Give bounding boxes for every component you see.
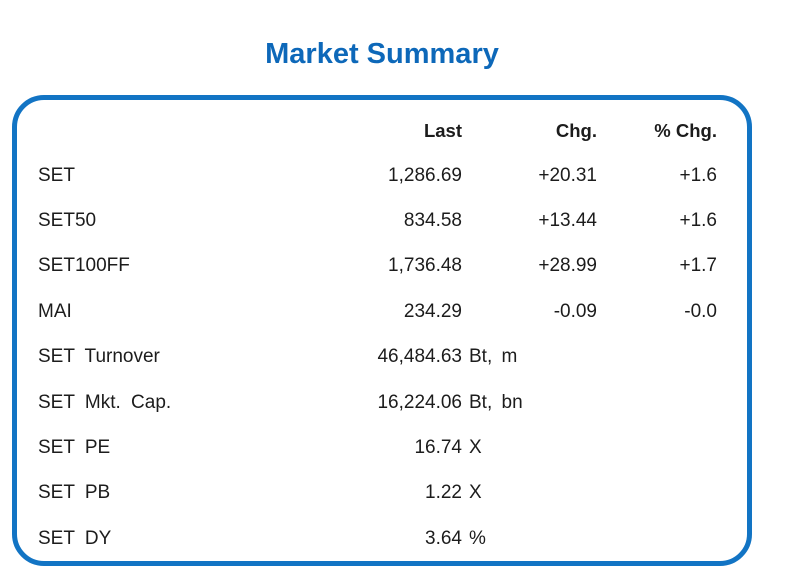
row-label: SET (38, 164, 75, 186)
page-title: Market Summary (265, 38, 499, 70)
header-pct-chg: % Chg. (654, 120, 717, 141)
row-chg: +28.99 (538, 255, 597, 277)
row-unit: Bt, m (469, 346, 518, 368)
header-last: Last (423, 120, 462, 141)
row-unit: X (469, 437, 482, 459)
row-pct: +1.7 (679, 255, 717, 277)
market-summary-table: Last Chg. % Chg. SET 1,286.69 +20.31 +1.… (17, 100, 786, 562)
row-unit: X (469, 482, 482, 504)
row-last: 16.74 (414, 437, 462, 459)
row-label: SET Turnover (38, 346, 160, 368)
row-last: 16,224.06 (377, 391, 462, 413)
table-header-row: Last Chg. % Chg. (38, 109, 768, 153)
row-chg: -0.09 (553, 300, 597, 322)
row-last: 1,736.48 (388, 255, 462, 277)
row-label: SET PE (38, 437, 111, 459)
row-label: SET Mkt. Cap. (38, 391, 172, 413)
row-chg: +13.44 (538, 210, 597, 232)
row-last: 46,484.63 (377, 346, 462, 368)
table-row: SET 1,286.69 +20.31 +1.6 (38, 153, 768, 198)
row-last: 234.29 (403, 300, 462, 322)
row-pct: -0.0 (684, 300, 717, 322)
row-label: SET50 (38, 210, 97, 232)
row-unit: % (469, 527, 486, 549)
table-row: SET100FF 1,736.48 +28.99 +1.7 (38, 244, 768, 289)
table-row: SET DY 3.64 % (38, 516, 768, 561)
table-row: SET PE 16.74 X (38, 425, 768, 470)
table-row: SET Mkt. Cap. 16,224.06 Bt, bn (38, 380, 768, 425)
row-pct: +1.6 (679, 164, 717, 186)
row-label: MAI (38, 300, 72, 322)
row-last: 3.64 (425, 527, 462, 549)
table-row: MAI 234.29 -0.09 -0.0 (38, 289, 768, 334)
row-label: SET DY (38, 527, 112, 549)
table-row: SET50 834.58 +13.44 +1.6 (38, 198, 768, 243)
market-summary-card: Last Chg. % Chg. SET 1,286.69 +20.31 +1.… (12, 95, 752, 566)
row-label: SET PB (38, 482, 111, 504)
table-row: SET PB 1.22 X (38, 471, 768, 516)
row-pct: +1.6 (679, 210, 717, 232)
table-row: SET Turnover 46,484.63 Bt, m (38, 335, 768, 380)
row-chg: +20.31 (538, 164, 597, 186)
row-unit: Bt, bn (469, 391, 523, 413)
row-label: SET100FF (38, 255, 130, 277)
row-last: 834.58 (403, 210, 462, 232)
row-last: 1.22 (425, 482, 462, 504)
header-chg: Chg. (555, 120, 597, 141)
row-last: 1,286.69 (388, 164, 462, 186)
